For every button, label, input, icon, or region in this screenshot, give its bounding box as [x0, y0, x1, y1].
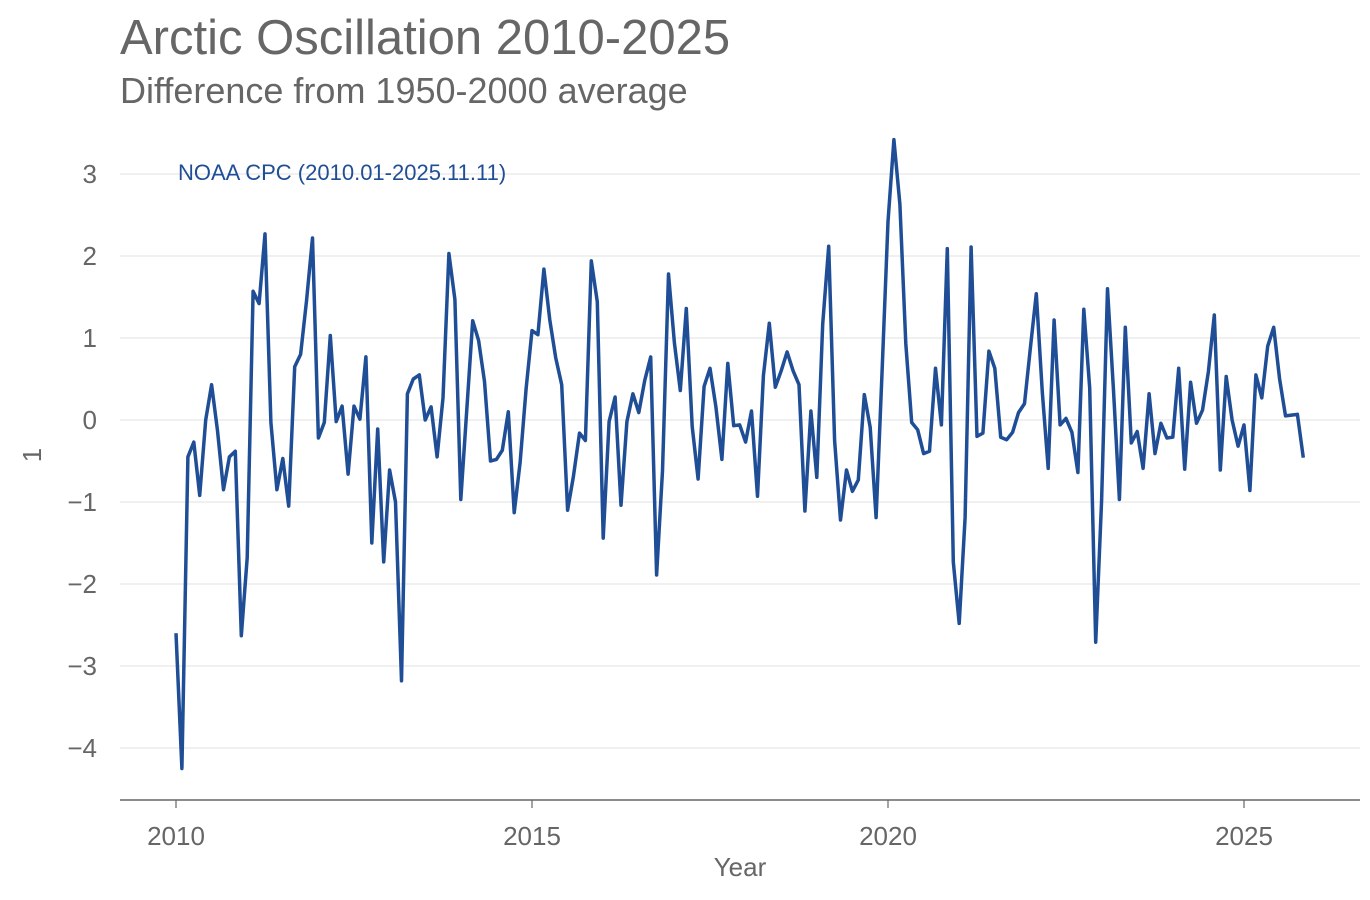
chart-title: Arctic Oscillation 2010-2025 [120, 11, 731, 65]
chart-subtitle: Difference from 1950-2000 average [120, 70, 688, 111]
x-tick-label: 2025 [1215, 821, 1273, 851]
x-tick-label: 2015 [503, 821, 561, 851]
y-tick-label: −3 [67, 651, 97, 681]
y-axis-ticks: −4 −3 −2 −1 0 1 2 3 [67, 159, 97, 763]
series-group [174, 137, 1306, 771]
legend-series-label: NOAA CPC (2010.01-2025.11.11) [178, 160, 506, 185]
y-tick-label: 1 [83, 323, 97, 353]
y-tick-label: 2 [83, 241, 97, 271]
y-tick-label: 3 [83, 159, 97, 189]
gridlines [120, 173, 1360, 749]
y-tick-label: 0 [83, 405, 97, 435]
y-tick-label: −4 [67, 733, 97, 763]
y-tick-label: −2 [67, 569, 97, 599]
x-axis-ticks: 2010 2015 2020 2025 [147, 800, 1273, 851]
x-axis-label: Year [714, 852, 767, 882]
y-axis-label: 1 [17, 448, 47, 462]
x-tick-label: 2020 [859, 821, 917, 851]
x-tick-label: 2010 [147, 821, 205, 851]
series-line [174, 137, 1306, 771]
y-tick-label: −1 [67, 487, 97, 517]
